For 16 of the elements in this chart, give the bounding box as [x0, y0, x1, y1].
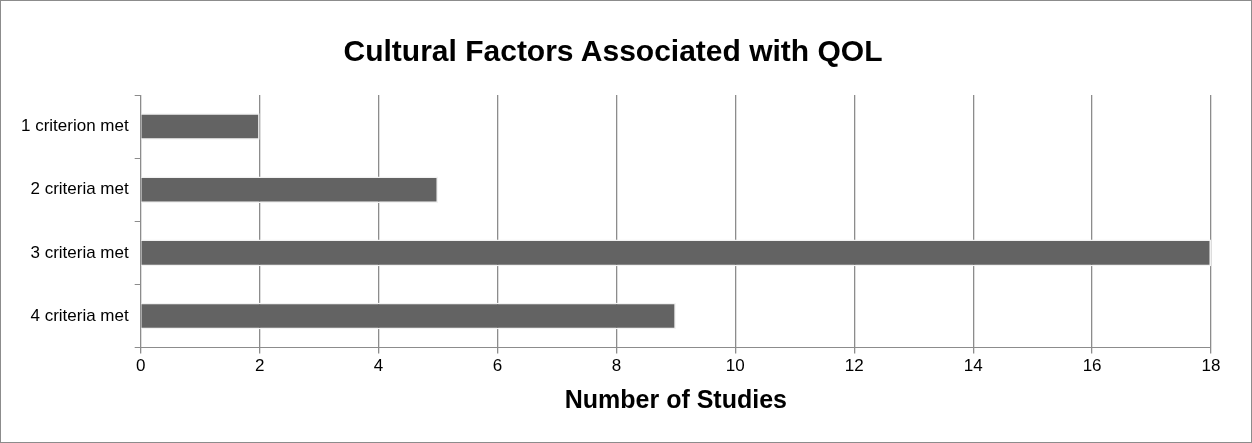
x-tick-label: 10 [725, 356, 745, 376]
y-tick-label: 1 criterion met [21, 116, 129, 136]
y-tick-label: 4 criteria met [30, 305, 129, 325]
x-tick-label: 4 [373, 356, 384, 376]
x-axis-title: Number of Studies [564, 384, 787, 413]
x-tick-label: 8 [611, 356, 622, 376]
y-tick-label: 3 criteria met [30, 242, 129, 262]
x-tick-label: 16 [1082, 356, 1102, 376]
x-tick-label: 2 [254, 356, 265, 376]
chart-title: Cultural Factors Associated with QOL [343, 34, 883, 68]
x-tick-label: 14 [963, 356, 983, 376]
x-tick-label: 18 [1201, 356, 1221, 376]
x-tick-label: 12 [844, 356, 864, 376]
y-tick-label: 2 criteria met [30, 179, 129, 199]
x-tick-label: 0 [135, 356, 146, 376]
x-tick-label: 6 [492, 356, 503, 376]
